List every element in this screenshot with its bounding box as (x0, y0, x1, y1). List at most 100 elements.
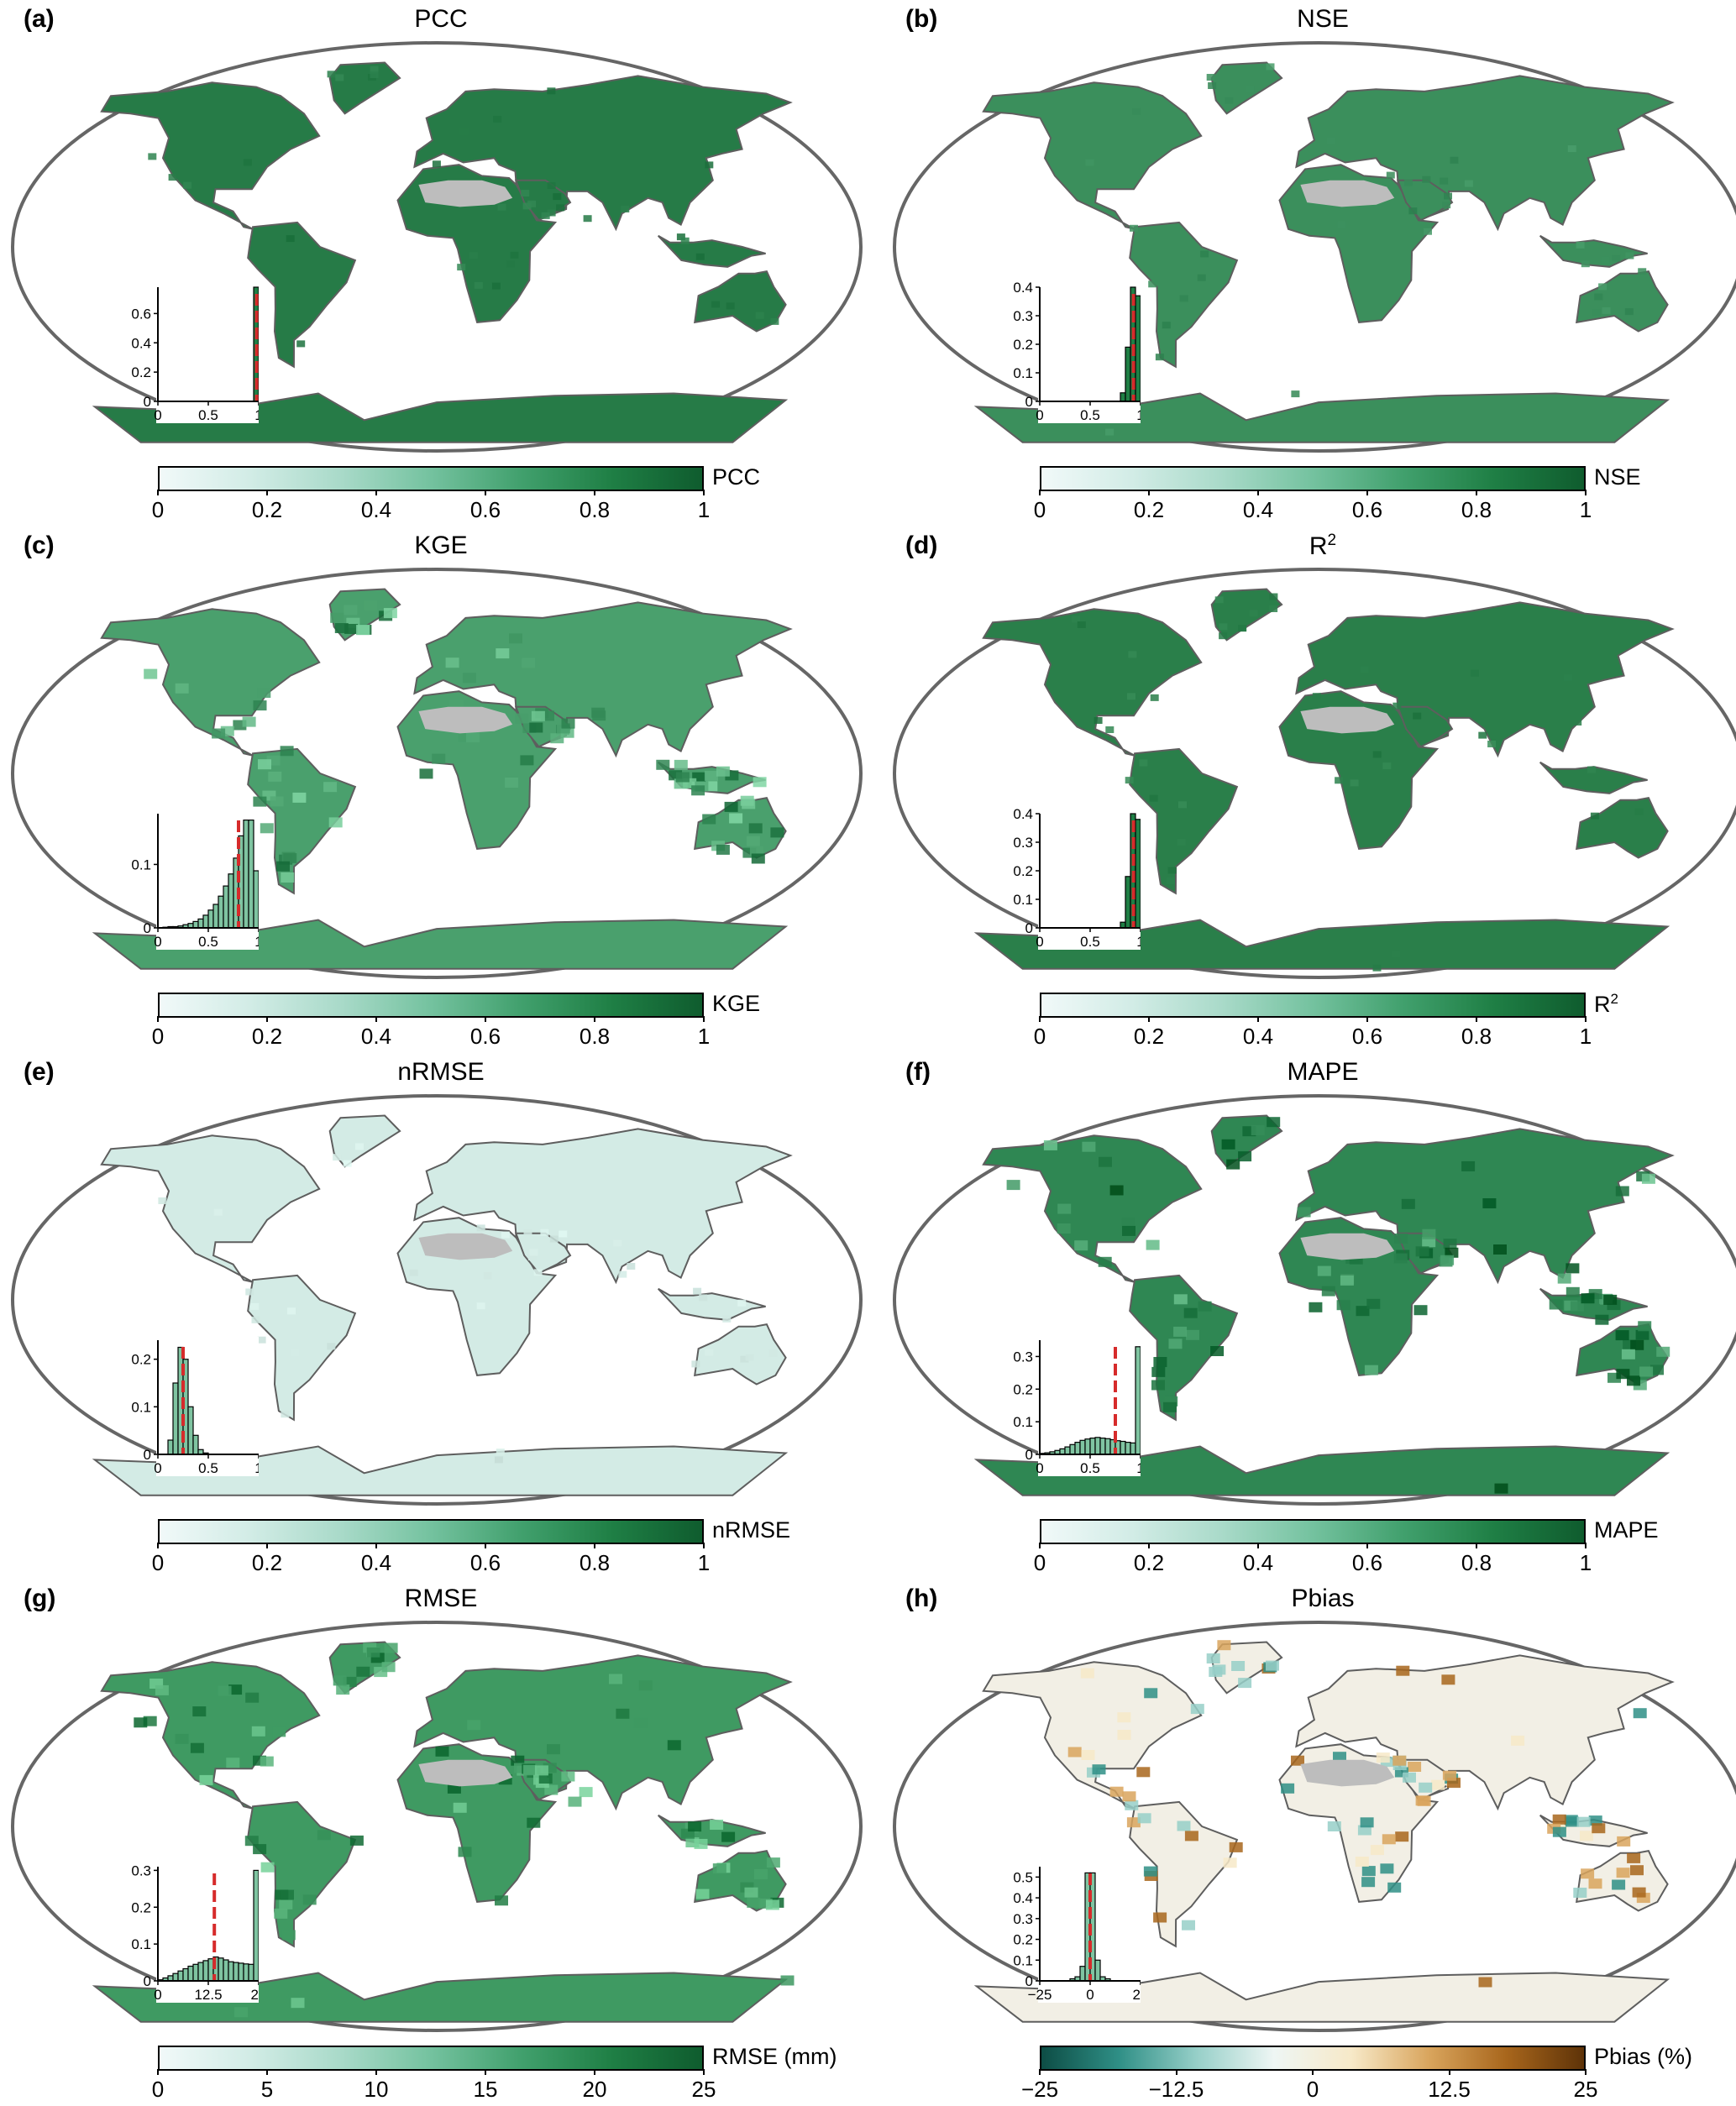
map-texture-cell (1173, 1326, 1188, 1337)
map-texture-cell (527, 1254, 537, 1260)
sahara-no-data (418, 1233, 513, 1260)
map-texture-cell (1590, 812, 1599, 820)
histogram-bar (202, 914, 209, 929)
map-texture-cell (244, 1836, 259, 1847)
continent-africa (1278, 690, 1440, 850)
map-texture-cell (1238, 1151, 1252, 1162)
map-texture-cell (1217, 1640, 1231, 1651)
map-texture-cell (253, 1844, 267, 1855)
histogram-bar (1125, 346, 1131, 402)
colorbar-tick-label: 0.4 (1242, 1024, 1274, 1049)
map-texture-cell (276, 861, 290, 872)
colorbar-tickmark (485, 1016, 486, 1022)
colorbar-tickmark (703, 1016, 705, 1022)
map-texture-cell (1588, 1878, 1602, 1889)
map-texture-cell (1291, 390, 1300, 398)
map-texture-cell (1081, 1750, 1095, 1760)
colorbar-tickmark (1448, 2069, 1450, 2075)
colorbar-tick-label: 0.2 (1133, 1024, 1165, 1049)
map-texture-cell (349, 1835, 364, 1846)
inset-y-tick-label: 0.4 (1013, 806, 1033, 822)
map-texture-cell (1602, 306, 1611, 314)
map-texture-cell (1153, 1357, 1167, 1367)
inset-x-tick-label: 1 (1136, 934, 1141, 950)
colorbar (1040, 466, 1586, 491)
colorbar-tickmark (1585, 2069, 1587, 2075)
map-texture-cell (1408, 207, 1418, 215)
map-texture-cell (1266, 63, 1275, 71)
histogram-bar (1135, 295, 1141, 402)
map-texture-cell (1309, 1302, 1323, 1312)
map-texture-cell (1099, 1156, 1112, 1167)
colorbar-tick-label: 0.2 (251, 1024, 283, 1049)
inset-x-tick-label: 0 (154, 934, 161, 950)
panel-title-text: NSE (1297, 5, 1349, 33)
inset-background (1038, 1337, 1141, 1476)
map-texture-cell (1229, 1841, 1243, 1852)
colorbar-tickmark (1148, 1016, 1150, 1022)
colorbar-tickmark (1257, 1543, 1259, 1548)
map-texture-cell (1121, 1218, 1135, 1228)
map-texture-cell (1231, 1661, 1246, 1671)
map-texture-cell (1630, 1339, 1644, 1350)
map-texture-cell (1632, 1887, 1646, 1898)
map-texture-cell (770, 317, 779, 325)
inset-y-tick-label: 0.1 (131, 1936, 151, 1952)
map-texture-cell (1151, 1380, 1165, 1391)
map-texture-cell (561, 1771, 575, 1782)
map-texture-cell (250, 1302, 260, 1310)
map-texture-cell (505, 778, 519, 788)
continent-australia (1576, 270, 1669, 333)
map-texture-cell (1627, 1852, 1641, 1863)
map-texture-cell (281, 1411, 290, 1418)
map-texture-cell (633, 1717, 648, 1728)
continent-north-america (100, 1661, 321, 1810)
map-texture-cell (547, 87, 556, 95)
inset-y-tick-label: 0.1 (1013, 892, 1033, 908)
map-texture-cell (1167, 867, 1177, 874)
colorbar-tick-label: −12.5 (1148, 2077, 1204, 2102)
map-texture-cell (327, 71, 336, 78)
inset-x-tick-label: 0 (1036, 407, 1043, 423)
map-texture-cell (1340, 1275, 1354, 1286)
map-texture-cell (1326, 137, 1335, 144)
map-texture-cell (226, 1758, 240, 1768)
panel-title: PCC (8, 5, 873, 34)
sahara-no-data (1300, 180, 1395, 207)
histogram-bar (177, 1970, 184, 1982)
colorbar-tickmark (375, 2069, 377, 2075)
map-texture-cell (729, 813, 743, 824)
map-texture-cell (370, 65, 379, 73)
map-texture-cell (1380, 1863, 1394, 1874)
map-texture-cell (1493, 1244, 1507, 1255)
map-texture-cell (691, 785, 705, 796)
continent-greenland (1210, 588, 1283, 642)
panel-title-text: MAPE (1287, 1058, 1359, 1086)
map-texture-cell (327, 1343, 336, 1350)
sahara-no-data (418, 180, 513, 207)
colorbar-tick-label: 0.2 (1133, 1550, 1165, 1575)
map-texture-cell (1297, 1207, 1311, 1218)
colorbar-tickmark (703, 490, 705, 495)
map-texture-cell (1443, 1239, 1457, 1249)
map-texture-cell (747, 1897, 761, 1908)
map-texture-cell (212, 728, 226, 739)
colorbar-tickmark (157, 2069, 159, 2075)
map-texture-cell (1573, 719, 1582, 726)
map-texture-cell (1487, 741, 1497, 747)
map-texture-cell (1356, 1306, 1370, 1317)
colorbar-tickmark (157, 1543, 159, 1548)
inset-y-tick-label: 0 (1025, 920, 1033, 936)
colorbar-tick-label: 0.6 (1351, 497, 1383, 522)
map-texture-cell (1226, 1159, 1240, 1170)
inset-y-tick-label: 0.4 (131, 335, 151, 351)
colorbar-label: R2 (1594, 991, 1618, 1018)
map-texture-cell (534, 1765, 548, 1776)
map-texture-cell (680, 237, 690, 244)
continent-indonesia (657, 1287, 766, 1321)
map-texture-cell (1612, 1879, 1626, 1890)
